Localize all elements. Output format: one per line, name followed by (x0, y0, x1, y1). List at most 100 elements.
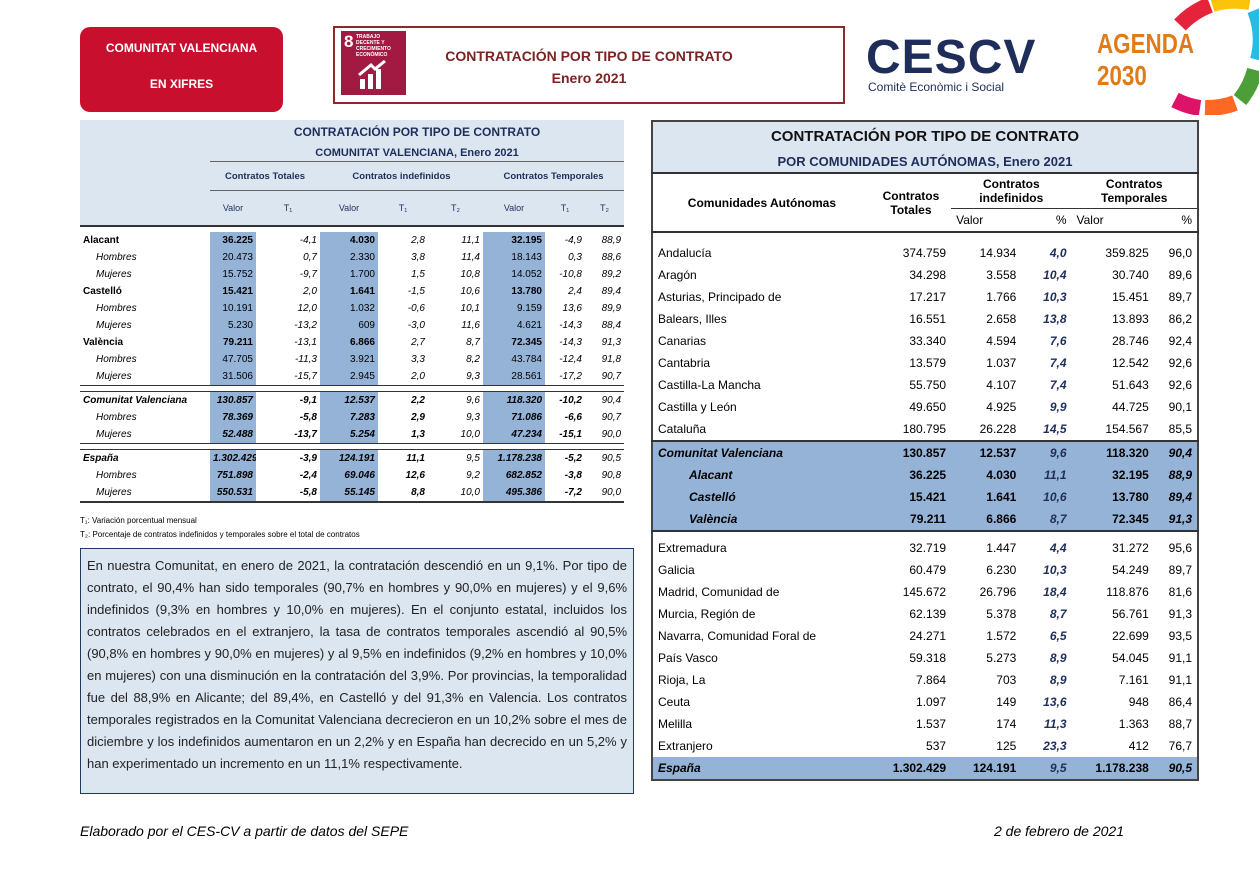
cell: 7.864 (916, 673, 947, 687)
cell: 11,1 (461, 235, 480, 246)
cell: -3,0 (407, 320, 425, 331)
cell: 12,6 (405, 470, 425, 481)
agenda-text: AGENDA 2030 (1097, 28, 1194, 91)
column-header: Contratos Totales (870, 173, 952, 233)
cell: 7,6 (1049, 334, 1067, 348)
column-header: Valor (483, 190, 545, 227)
cell: 125 (996, 739, 1017, 753)
cell: 56.761 (1112, 607, 1149, 621)
cell: 89,2 (601, 269, 622, 280)
cell: 10,6 (1021, 486, 1072, 508)
cell: 8,2 (466, 354, 480, 365)
cell: 5.230 (210, 317, 256, 334)
cell: 13,8 (1043, 312, 1067, 326)
table-row: Hombres 78.369 -5,8 7.283 2,9 9,3 71.086 -6,6 90… (80, 409, 624, 426)
table-regions: CONTRATACIÓN POR TIPO DE CONTRATO POR COM… (651, 120, 1199, 781)
cell: 682.852 (483, 467, 545, 484)
cell: 5.378 (986, 607, 1017, 621)
column-header: Valor (210, 190, 256, 227)
cell: 5.273 (986, 651, 1017, 665)
cell: 30.740 (1112, 268, 1149, 282)
header-title: CONTRATACIÓN POR TIPO DE CONTRATO (445, 48, 733, 64)
cell: 90,0 (601, 487, 622, 498)
cell: Asturias, Principado de (658, 290, 782, 304)
cell: 34.298 (909, 268, 947, 282)
cell: 1.032 (320, 300, 378, 317)
table-row: Mujeres 31.506 -15,7 2.945 2,0 9,3 28.561 -17,2… (80, 368, 624, 386)
cell: 4.107 (986, 378, 1017, 392)
cell: 33.340 (909, 334, 947, 348)
table-row: Melilla 1.537 174 11,3 1.363 88,7 (652, 713, 1198, 735)
cell: -4,1 (299, 235, 317, 246)
table-row: València 79.211 6.866 8,7 72.345 91,3 (652, 508, 1198, 531)
cell: 149 (996, 695, 1017, 709)
table-row: València 79.211 -13,1 6.866 2,7 8,7 72.345 -14,… (80, 334, 624, 351)
cell: 2,8 (411, 235, 425, 246)
cell: 9,3 (466, 412, 480, 423)
cell: 93,5 (1168, 629, 1192, 643)
cell: Alacant (83, 235, 120, 246)
table-row: Mujeres 15.752 -9,7 1.700 1,5 10,8 14.052 -10,8… (80, 266, 624, 283)
cell: 3.558 (986, 268, 1017, 282)
cell: 9,3 (466, 371, 480, 382)
table-row: España 1.302.429 124.191 9,5 1.178.238 90,5 (652, 757, 1198, 780)
cell (80, 161, 210, 191)
cell: Balears, Illes (658, 312, 727, 326)
note: T₁: Variación porcentual mensual (80, 516, 197, 525)
cell: 10,6 (460, 286, 480, 297)
cell: 49.650 (909, 400, 947, 414)
cell: -10,8 (559, 269, 582, 280)
cell: 1.302.429 (210, 449, 256, 467)
table-subtitle: COMUNITAT VALENCIANA, Enero 2021 (210, 144, 625, 162)
cell: Hombres (96, 252, 137, 263)
cell: 15.421 (870, 486, 952, 508)
cell: 10,8 (460, 269, 480, 280)
cell: 10,1 (460, 303, 480, 314)
cell: -7,2 (564, 487, 582, 498)
table-row: Comunitat Valenciana 130.857 12.537 9,6 118.… (652, 441, 1198, 464)
header-row: COMUNITAT VALENCIANA, Enero 2021 (80, 144, 625, 162)
cell: 89,9 (601, 303, 622, 314)
cell: 52.488 (210, 426, 256, 444)
column-subheader: Valor (951, 208, 1022, 233)
cell: -4,9 (564, 235, 582, 246)
cell: 2,7 (411, 337, 425, 348)
cell: València (652, 508, 871, 531)
cell: 2,2 (411, 395, 425, 406)
cell: 91,3 (1168, 607, 1192, 621)
table-row: Canarias 33.340 4.594 7,6 28.746 92,4 (652, 330, 1198, 352)
cell: Hombres (80, 409, 210, 426)
cell: Extremadura (658, 541, 727, 555)
cell: 13.893 (1112, 312, 1149, 326)
cell: Mujeres (96, 269, 132, 280)
cell: 948 (1128, 695, 1149, 709)
cell: 10,3 (1043, 563, 1067, 577)
cell: 28.561 (483, 368, 545, 386)
footer-right: 2 de febrero de 2021 (994, 823, 1124, 839)
cell: 4.594 (986, 334, 1017, 348)
cell: 47.234 (483, 426, 545, 444)
cell: -15,1 (559, 429, 582, 440)
cell: 88,4 (601, 320, 622, 331)
cell: 88,7 (1168, 717, 1192, 731)
cell: 12.537 (320, 391, 378, 409)
table-row: Extremadura 32.719 1.447 4,4 31.272 95,6 (652, 537, 1198, 559)
cell: 89,6 (1168, 268, 1192, 282)
cell: 92,6 (1168, 356, 1192, 370)
cell: 9,5 (1021, 757, 1072, 780)
cell: -0,6 (407, 303, 425, 314)
cell: 2,0 (303, 286, 317, 297)
cell: 4,4 (1049, 541, 1067, 555)
header-subtitle: Enero 2021 (551, 70, 627, 86)
cell: 124.191 (951, 757, 1022, 780)
cell: -3,9 (299, 453, 317, 464)
cell: 1.641 (951, 486, 1022, 508)
column-header: Contratos indefinidos (951, 173, 1072, 209)
cell (80, 190, 210, 227)
cell: 31.272 (1112, 541, 1149, 555)
table-row: Castelló 15.421 2,0 1.641 -1,5 10,6 13.780 2,4 8… (80, 283, 624, 300)
table-row: Murcia, Región de 62.139 5.378 8,7 56.761 91,… (652, 603, 1198, 625)
cell: 1.178.238 (483, 449, 545, 467)
cell: 60.479 (909, 563, 947, 577)
table-row: Mujeres 52.488 -13,7 5.254 1,3 10,0 47.234 -15,… (80, 426, 624, 444)
